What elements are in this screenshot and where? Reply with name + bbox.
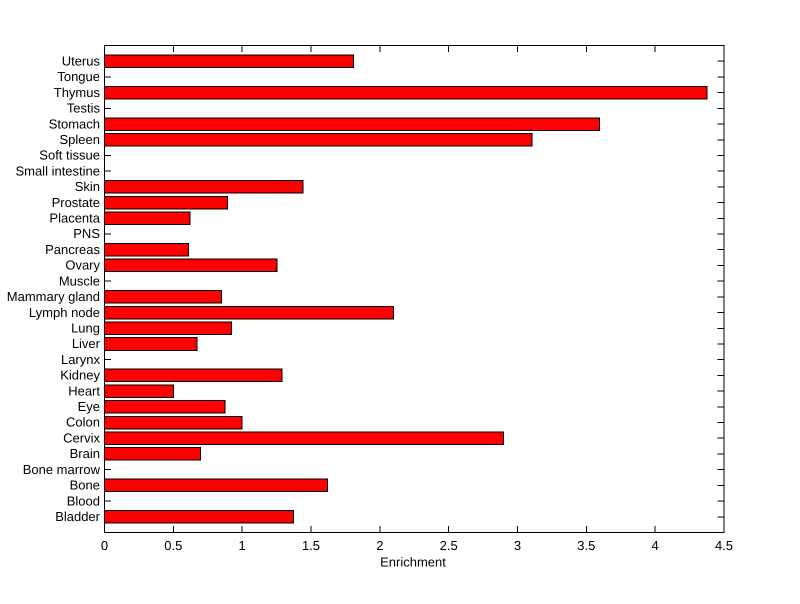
svg-text:Pancreas: Pancreas xyxy=(45,242,100,257)
svg-text:3: 3 xyxy=(514,538,521,553)
svg-text:Small intestine: Small intestine xyxy=(15,163,100,178)
svg-text:Cervix: Cervix xyxy=(63,430,100,445)
svg-text:3.5: 3.5 xyxy=(577,538,595,553)
svg-text:Blood: Blood xyxy=(67,493,100,508)
svg-text:Muscle: Muscle xyxy=(59,273,100,288)
svg-text:4.5: 4.5 xyxy=(715,538,733,553)
svg-text:Lung: Lung xyxy=(71,320,100,335)
svg-text:Mammary gland: Mammary gland xyxy=(7,289,100,304)
svg-text:Testis: Testis xyxy=(67,101,101,116)
svg-text:Uterus: Uterus xyxy=(62,53,101,68)
svg-text:Tongue: Tongue xyxy=(57,69,100,84)
svg-text:Heart: Heart xyxy=(68,383,100,398)
svg-text:Skin: Skin xyxy=(75,179,100,194)
svg-text:Larynx: Larynx xyxy=(61,352,101,367)
svg-text:Spleen: Spleen xyxy=(60,132,100,147)
svg-text:2.5: 2.5 xyxy=(440,538,458,553)
svg-text:1: 1 xyxy=(239,538,246,553)
svg-text:Enrichment: Enrichment xyxy=(380,555,446,570)
svg-text:Soft tissue: Soft tissue xyxy=(39,148,100,163)
svg-text:PNS: PNS xyxy=(73,226,100,241)
svg-text:Lymph node: Lymph node xyxy=(29,305,100,320)
svg-text:Kidney: Kidney xyxy=(60,368,100,383)
svg-text:Bone marrow: Bone marrow xyxy=(23,462,101,477)
svg-text:0.5: 0.5 xyxy=(164,538,182,553)
svg-text:Placenta: Placenta xyxy=(49,211,100,226)
svg-text:Brain: Brain xyxy=(70,446,100,461)
svg-text:Ovary: Ovary xyxy=(65,258,100,273)
svg-text:Colon: Colon xyxy=(66,415,100,430)
svg-text:Stomach: Stomach xyxy=(49,116,100,131)
svg-text:2: 2 xyxy=(376,538,383,553)
svg-text:0: 0 xyxy=(101,538,108,553)
svg-text:4: 4 xyxy=(652,538,659,553)
svg-text:Bladder: Bladder xyxy=(55,509,100,524)
svg-text:Prostate: Prostate xyxy=(52,195,100,210)
svg-text:Eye: Eye xyxy=(78,399,100,414)
svg-text:Liver: Liver xyxy=(72,336,101,351)
svg-text:1.5: 1.5 xyxy=(302,538,320,553)
svg-text:Bone: Bone xyxy=(70,478,100,493)
svg-text:Thymus: Thymus xyxy=(54,85,101,100)
